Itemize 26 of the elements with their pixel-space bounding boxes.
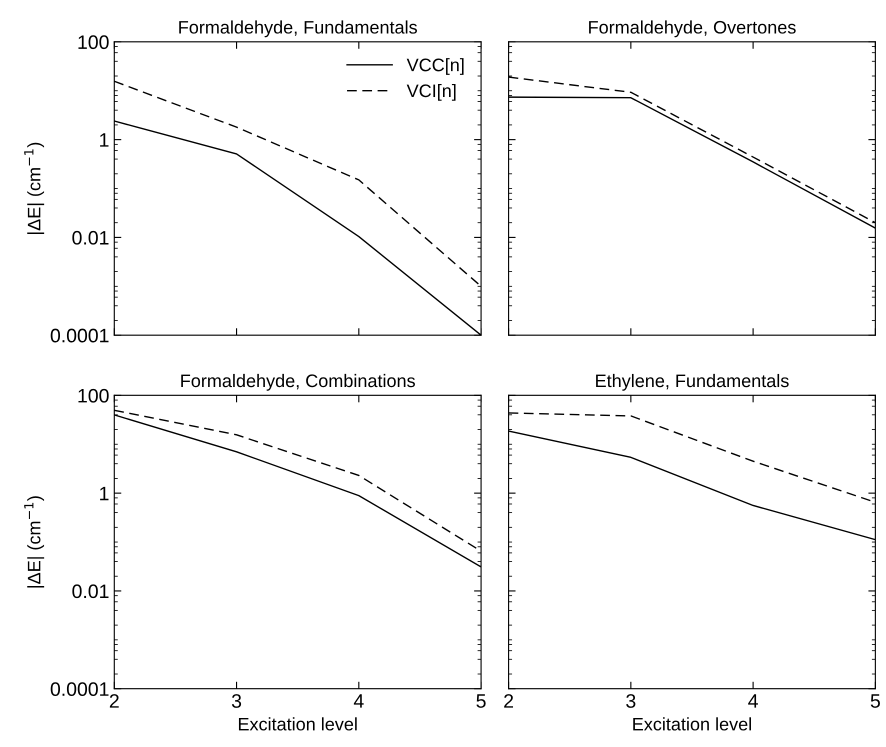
x-axis-title: Excitation level xyxy=(238,717,357,731)
y-tick-label: 0.0001 xyxy=(50,328,108,342)
x-tick-label: 2 xyxy=(110,694,119,708)
x-tick-label: 3 xyxy=(232,694,242,708)
y-tick-label: 1 xyxy=(100,486,108,500)
x-tick-label: 5 xyxy=(870,694,880,708)
legend-label: VCI[n] xyxy=(406,84,456,101)
y-axis-title: |ΔE| (cm$^{−1}$) xyxy=(24,496,44,588)
y-axis-title: |ΔE| (cm$^{−1}$) xyxy=(24,142,44,234)
x-axis-title: Excitation level xyxy=(633,717,751,731)
x-tick-label: 4 xyxy=(748,694,758,708)
x-tick-label: 3 xyxy=(626,694,636,708)
chart-title: Formaldehyde, Combinations xyxy=(181,374,415,391)
y-tick-label: 100 xyxy=(78,388,109,403)
y-tick-label: 0.01 xyxy=(72,584,108,598)
chart-title: Formaldehyde, Overtones xyxy=(589,20,796,38)
y-tick-label: 0.0001 xyxy=(50,682,108,696)
y-tick-label: 1 xyxy=(100,133,108,147)
legend-label: VCC[n] xyxy=(406,58,464,75)
chart-title: Formaldehyde, Fundamentals xyxy=(179,20,417,38)
y-tick-label: 100 xyxy=(78,35,109,50)
x-tick-label: 2 xyxy=(504,694,514,708)
x-tick-label: 5 xyxy=(476,694,486,708)
x-tick-label: 4 xyxy=(354,694,364,708)
chart-title: Ethylene, Fundamentals xyxy=(596,374,789,391)
y-tick-label: 0.01 xyxy=(72,230,108,245)
